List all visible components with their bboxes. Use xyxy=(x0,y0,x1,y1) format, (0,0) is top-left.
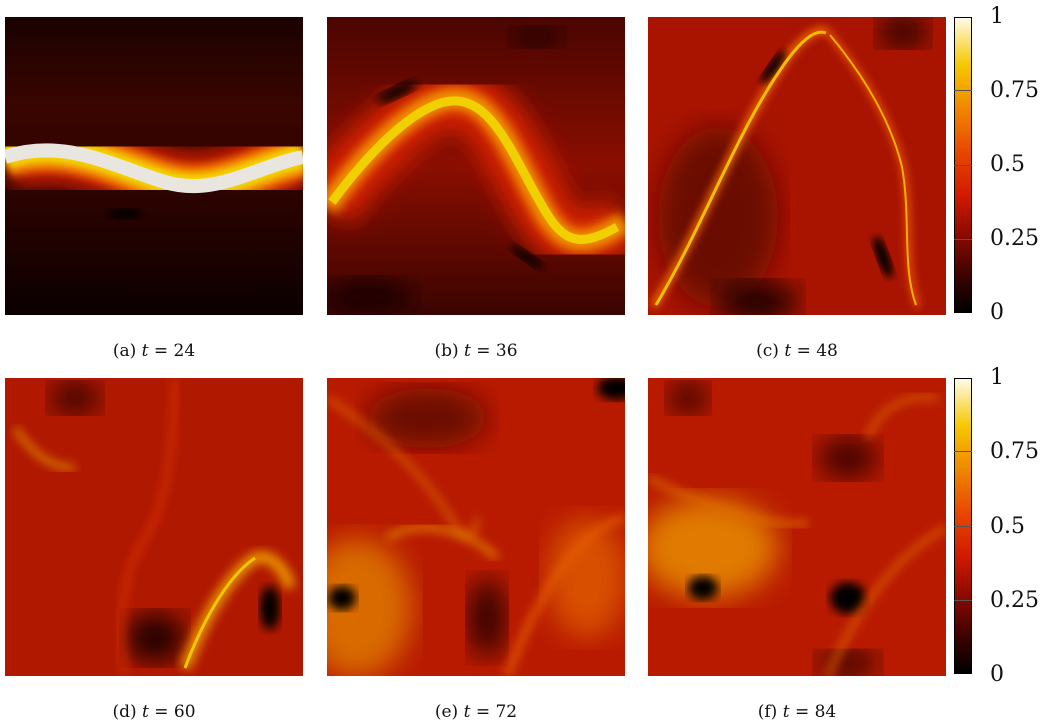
colorbar-bottom-label-1: 1 xyxy=(990,365,1004,390)
colorbar-top-label-1: 1 xyxy=(990,4,1004,29)
colorbar-bottom-tick xyxy=(954,600,972,601)
panel-e-heatmap xyxy=(327,378,625,676)
caption-b: (b) t = 36 xyxy=(434,341,518,361)
caption-f: (f) t = 84 xyxy=(757,702,837,722)
panel-b-heatmap xyxy=(327,17,625,315)
caption-c: (c) t = 48 xyxy=(756,341,838,361)
colorbar-bottom-label-05: 0.5 xyxy=(990,514,1025,539)
colorbar-top-tick xyxy=(954,239,972,240)
colorbar-bottom-label-025: 0.25 xyxy=(990,588,1039,613)
panel-c-heatmap xyxy=(648,17,946,315)
colorbar-top-label-0: 0 xyxy=(990,300,1004,325)
colorbar-bottom-label-0: 0 xyxy=(990,662,1004,687)
colorbar-bottom-label-075: 0.75 xyxy=(990,439,1039,464)
caption-a: (a) t = 24 xyxy=(112,341,196,361)
colorbar-top-tick xyxy=(954,165,972,166)
colorbar-bottom-tick xyxy=(954,526,972,527)
colorbar-top-label-05: 0.5 xyxy=(990,152,1025,177)
colorbar-top-tick xyxy=(954,90,972,91)
panel-a-heatmap xyxy=(5,17,303,315)
colorbar-top-label-075: 0.75 xyxy=(990,78,1039,103)
caption-e: (e) t = 72 xyxy=(434,702,518,722)
colorbar-bottom-tick xyxy=(954,451,972,452)
caption-d: (d) t = 60 xyxy=(112,702,196,722)
panel-f-heatmap xyxy=(648,378,946,676)
panel-d-heatmap xyxy=(5,378,303,676)
colorbar-top-label-025: 0.25 xyxy=(990,226,1039,251)
